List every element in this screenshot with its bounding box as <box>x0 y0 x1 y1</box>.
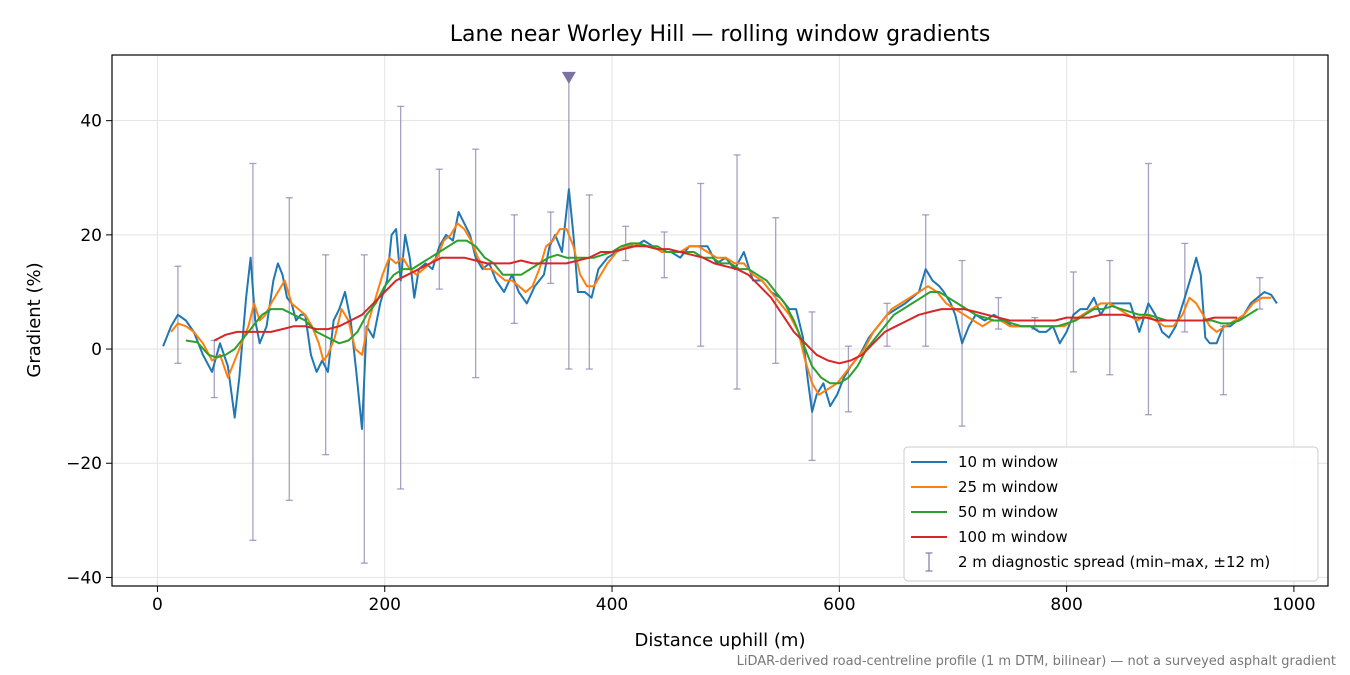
diagnostic-errorbar <box>472 148 480 379</box>
legend-label: 25 m window <box>958 478 1058 496</box>
diagnostic-errorbar <box>322 254 330 456</box>
legend-label: 10 m window <box>958 453 1058 471</box>
footnote: LiDAR-derived road-centreline profile (1… <box>737 654 1336 669</box>
diagnostic-errorbar <box>1144 162 1152 416</box>
diagnostic-errorbar <box>210 339 218 399</box>
y-tick-label: 40 <box>80 112 102 132</box>
y-axis-label: Gradient (%) <box>24 262 45 377</box>
grid <box>112 55 1328 586</box>
x-tick-label: 400 <box>596 595 628 615</box>
legend-label: 100 m window <box>958 528 1068 546</box>
legend-entry: 50 m window <box>911 503 1058 521</box>
x-tick-label: 800 <box>1050 595 1082 615</box>
diagnostic-errorbar <box>547 211 555 285</box>
legend-box <box>903 446 1319 582</box>
diagnostic-errorbar <box>622 225 630 262</box>
x-tick-label: 600 <box>823 595 855 615</box>
diagnostic-errorbar <box>844 345 852 413</box>
legend-entry: 10 m window <box>911 453 1058 471</box>
diagnostic-errorbar <box>360 254 368 564</box>
diagnostic-errorbar <box>808 311 816 462</box>
chart-title: Lane near Worley Hill — rolling window g… <box>450 22 991 47</box>
diagnostic-errorbar <box>733 154 741 390</box>
x-axis-label: Distance uphill (m) <box>635 630 806 651</box>
diagnostic-errorbar <box>510 214 518 325</box>
diagnostic-errorbar <box>1219 325 1227 396</box>
x-axis-ticks: 0 200 400 600 800 1000 <box>152 586 1316 615</box>
diagnostic-errorbar <box>1181 242 1189 333</box>
legend-label: 50 m window <box>958 503 1058 521</box>
diagnostic-spread <box>174 71 1264 564</box>
y-tick-label: 0 <box>91 340 102 360</box>
diagnostic-errorbar <box>994 297 1002 330</box>
diagnostic-errorbar <box>397 105 405 490</box>
clipped-marker <box>561 71 576 84</box>
diagnostic-errorbar <box>435 168 443 290</box>
legend: 10 m window 25 m window 50 m window 100 m w… <box>903 446 1319 582</box>
diagnostic-errorbar <box>660 231 668 279</box>
x-tick-label: 0 <box>152 595 163 615</box>
y-tick-label: 20 <box>80 226 102 246</box>
x-tick-label: 1000 <box>1272 595 1315 615</box>
legend-entry: 100 m window <box>911 528 1068 546</box>
y-tick-label: −40 <box>66 568 102 588</box>
y-tick-label: −20 <box>66 454 102 474</box>
diagnostic-errorbar <box>285 197 293 502</box>
diagnostic-errorbar <box>697 182 705 347</box>
x-tick-label: 200 <box>369 595 401 615</box>
diagnostic-errorbar <box>585 194 593 370</box>
diagnostic-errorbar <box>1106 259 1114 376</box>
plot-frame <box>111 54 1329 587</box>
series-line-50-m-window <box>185 239 1259 385</box>
diagnostic-errorbar <box>922 214 930 347</box>
series-lines <box>162 188 1278 430</box>
diagnostic-errorbar <box>249 162 257 541</box>
series-line-100-m-window <box>213 245 1238 365</box>
legend-entry: 25 m window <box>911 478 1058 496</box>
y-axis-ticks: −40 −20 0 20 40 <box>66 112 112 588</box>
legend-entry: 2 m diagnostic spread (min–max, ±12 m) <box>925 552 1270 572</box>
legend-label: 2 m diagnostic spread (min–max, ±12 m) <box>958 553 1270 571</box>
